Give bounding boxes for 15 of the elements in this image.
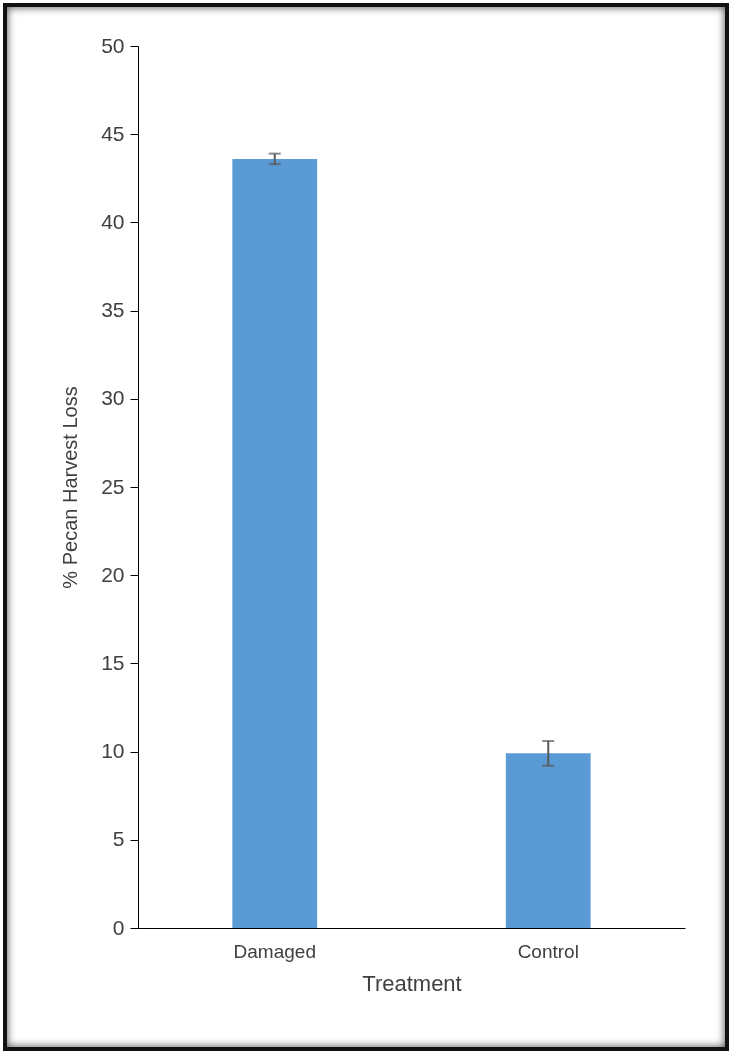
y-tick-label: 20 bbox=[101, 562, 125, 586]
y-tick-label: 45 bbox=[101, 121, 125, 145]
y-axis-title: % Pecan Harvest Loss bbox=[59, 386, 82, 589]
x-tick-label: Control bbox=[517, 940, 579, 962]
y-tick-label: 10 bbox=[101, 739, 125, 763]
y-tick-label: 0 bbox=[112, 915, 125, 939]
y-tick-label: 15 bbox=[101, 650, 125, 674]
x-tick-label: Damaged bbox=[233, 940, 316, 962]
y-tick-label: 30 bbox=[101, 386, 125, 410]
y-tick-label: 40 bbox=[101, 209, 125, 233]
y-tick-label: 35 bbox=[101, 298, 125, 322]
y-tick-label: 5 bbox=[112, 827, 125, 851]
x-axis-title: Treatment bbox=[362, 970, 462, 996]
y-tick-label: 25 bbox=[101, 474, 125, 498]
y-tick-label: 50 bbox=[101, 33, 125, 57]
